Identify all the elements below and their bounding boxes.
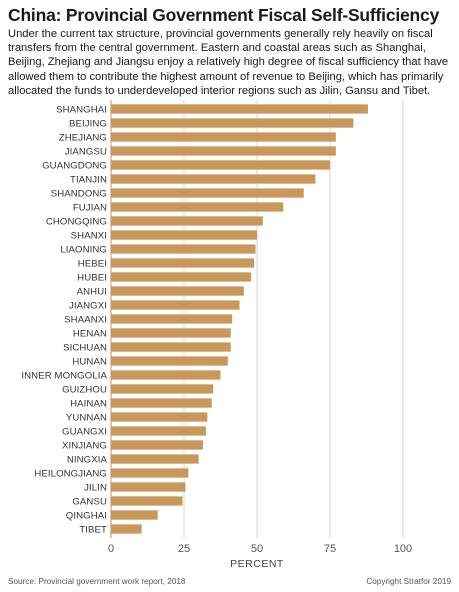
category-label: GANSU: [72, 496, 107, 507]
category-label: CHONGQING: [46, 216, 107, 227]
category-label: YUNNAN: [66, 412, 107, 423]
bar: [111, 118, 354, 128]
category-label: ZHEJIANG: [59, 132, 107, 143]
category-label: GUIZHOU: [62, 384, 107, 395]
category-label: SHANXI: [71, 230, 107, 241]
category-label: JIANGXI: [69, 300, 107, 311]
category-label: GUANGXI: [62, 426, 107, 437]
bar: [111, 426, 206, 436]
x-tick-label: 0: [108, 543, 114, 555]
category-label: HEILONGJIANG: [34, 468, 107, 479]
category-label: QINGHAI: [66, 510, 107, 521]
bar: [111, 524, 142, 534]
category-label: SHAANXI: [64, 314, 107, 325]
category-label: HUBEI: [77, 272, 107, 283]
category-label: FUJIAN: [73, 202, 107, 213]
bar: [111, 384, 214, 394]
x-tick-label: 25: [178, 543, 190, 555]
bar: [111, 244, 256, 254]
bar: [111, 356, 228, 366]
bar: [111, 202, 284, 212]
bar: [111, 370, 221, 380]
x-tick-label: 50: [251, 543, 263, 555]
category-label: HUNAN: [72, 356, 107, 367]
bar: [111, 146, 336, 156]
chart-subtitle: Under the current tax structure, provinc…: [8, 28, 449, 97]
category-label: XINJIANG: [62, 440, 107, 451]
bar: [111, 272, 252, 282]
category-label: ANHUI: [77, 286, 107, 297]
category-labels: SHANGHAI BEIJING ZHEJIANG JIANGSU GUANGDONG T…: [21, 104, 107, 535]
x-axis-label: PERCENT: [230, 558, 284, 570]
bar: [111, 482, 186, 492]
category-label: SHANGHAI: [56, 104, 107, 115]
gridlines: [110, 100, 404, 538]
bar: [111, 230, 257, 240]
bar: [111, 468, 189, 478]
bar: [111, 398, 212, 408]
category-label: JIANGSU: [65, 146, 107, 157]
x-tick-labels: 0 25 50 75 100: [108, 543, 412, 555]
category-label: JILIN: [84, 482, 107, 493]
bar: [111, 412, 208, 422]
source-note: Source: Provincial government work repor…: [8, 577, 186, 586]
bar: [111, 440, 203, 450]
bar: [111, 314, 233, 324]
copyright-note: Copyright Stratfor 2019: [366, 577, 451, 586]
bar: [111, 342, 231, 352]
x-tick-label: 100: [394, 543, 412, 555]
bar: [111, 496, 183, 506]
category-label: TIANJIN: [70, 174, 107, 185]
bar: [111, 510, 158, 520]
category-label: HENAN: [73, 328, 107, 339]
bar: [111, 300, 240, 310]
category-label: HEBEI: [78, 258, 107, 269]
bar: [111, 216, 263, 226]
bar: [111, 454, 199, 464]
bar: [111, 160, 330, 170]
bar: [111, 328, 231, 338]
category-label: SHANDONG: [51, 188, 107, 199]
bar: [111, 258, 255, 268]
bar: [111, 104, 368, 114]
bar: [111, 132, 336, 142]
x-tick-label: 75: [324, 543, 336, 555]
chart-title: China: Provincial Government Fiscal Self…: [8, 5, 440, 25]
bar: [111, 188, 304, 198]
bars: [111, 104, 368, 534]
bar: [111, 286, 244, 296]
category-label: HAINAN: [70, 398, 107, 409]
category-label: BEIJING: [69, 118, 107, 129]
category-label: SICHUAN: [63, 342, 107, 353]
category-label: GUANGDONG: [42, 160, 107, 171]
category-label: TIBET: [79, 524, 107, 535]
bar: [111, 174, 316, 184]
category-label: INNER MONGOLIA: [21, 370, 107, 381]
category-label: LIAONING: [60, 244, 107, 255]
category-label: NINGXIA: [67, 454, 108, 465]
